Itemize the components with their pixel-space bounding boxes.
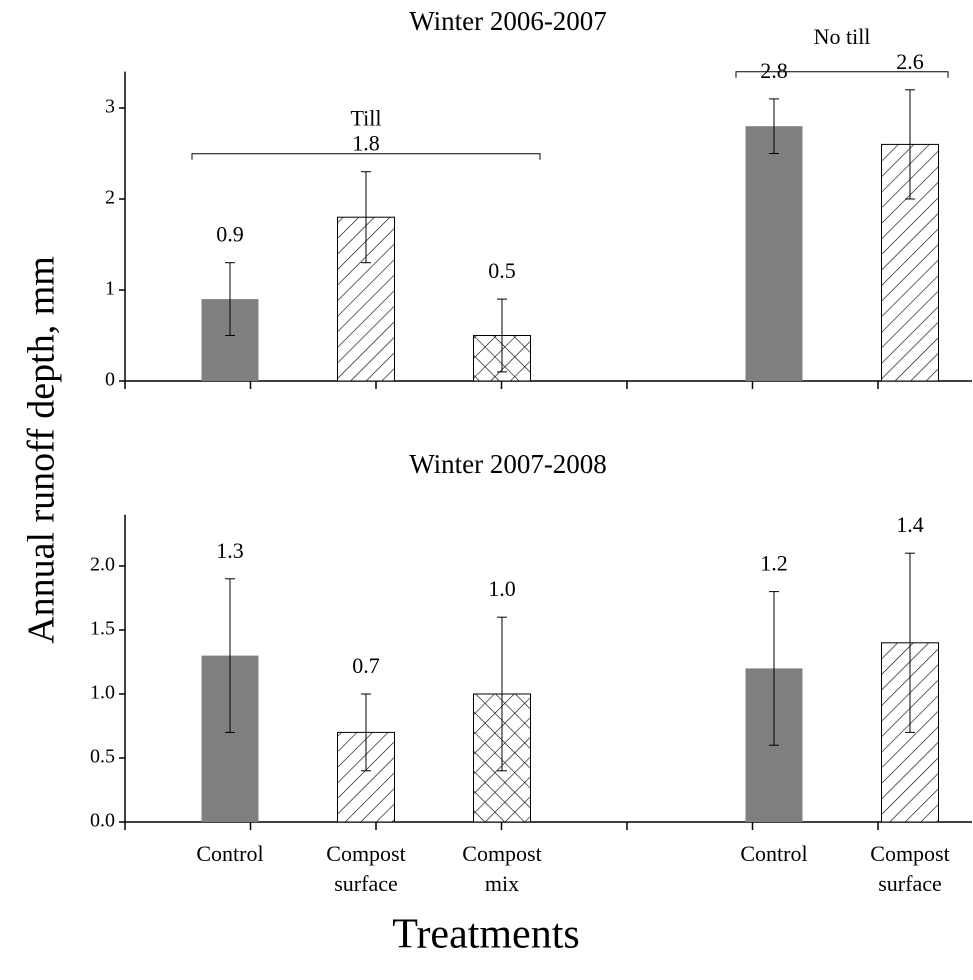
data-label: 0.5: [488, 258, 516, 283]
data-label: 1.8: [352, 131, 380, 156]
data-label: 1.4: [896, 512, 924, 537]
chart-title: Winter 2006-2007: [409, 6, 607, 36]
x-tick-label: surface: [334, 871, 398, 896]
y-tick-label: 2.0: [90, 554, 115, 576]
group-bracket: [735, 71, 949, 78]
x-tick-label: mix: [485, 871, 519, 896]
y-tick-label: 0.0: [90, 810, 115, 832]
data-label: 0.9: [216, 222, 244, 247]
y-tick-label: 1.0: [90, 682, 115, 704]
x-tick-label: Compost: [462, 841, 541, 866]
data-label: 0.7: [352, 653, 380, 678]
x-tick-label: Compost: [326, 841, 405, 866]
y-tick-label: 0.5: [90, 746, 115, 768]
y-tick-label: 1.5: [90, 618, 115, 640]
bar: [745, 126, 803, 381]
y-axis-label: Annual runoff depth, mm: [21, 256, 63, 644]
y-tick-label: 3: [105, 96, 115, 118]
data-label: 1.3: [216, 538, 244, 563]
y-tick-label: 0: [105, 369, 115, 391]
chart-title: Winter 2007-2008: [409, 449, 607, 479]
data-label: 2.8: [760, 58, 788, 83]
x-tick-label: surface: [878, 871, 942, 896]
x-axis-label: Treatments: [392, 912, 579, 958]
group-label: No till: [814, 24, 871, 49]
x-tick-label: Control: [740, 841, 807, 866]
y-tick-label: 2: [105, 187, 115, 209]
data-label: 2.6: [896, 49, 924, 74]
data-label: 1.2: [760, 551, 788, 576]
group-label: Till: [350, 106, 381, 131]
x-tick-label: Control: [196, 841, 263, 866]
x-tick-label: Compost: [870, 841, 949, 866]
group-bracket: [191, 153, 541, 160]
data-label: 1.0: [488, 576, 516, 601]
y-tick-label: 1: [105, 278, 115, 300]
